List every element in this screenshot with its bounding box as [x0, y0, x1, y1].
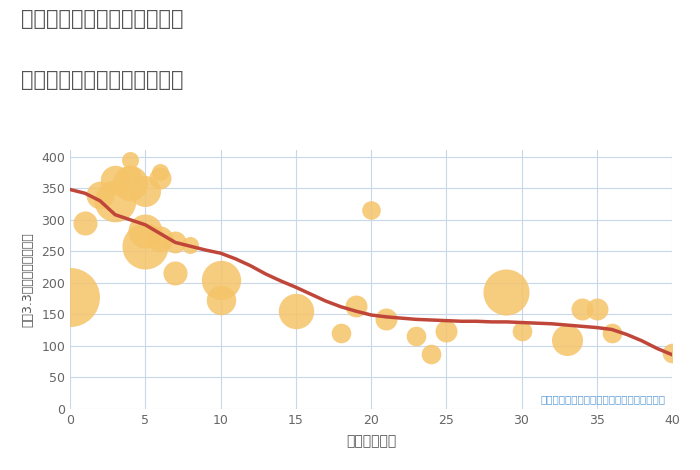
Point	[139, 227, 151, 235]
Point	[155, 235, 166, 243]
Point	[125, 156, 136, 164]
Point	[139, 243, 151, 250]
Point	[109, 197, 121, 204]
Point	[155, 169, 166, 176]
Point	[109, 176, 121, 184]
Point	[501, 288, 512, 295]
Point	[79, 219, 91, 227]
Point	[365, 206, 377, 213]
Point	[381, 315, 392, 322]
Point	[561, 336, 573, 343]
Point	[516, 327, 527, 335]
Point	[591, 306, 602, 313]
Point	[170, 238, 181, 246]
Point	[94, 191, 106, 198]
Point	[441, 327, 452, 335]
Point	[606, 329, 617, 337]
Text: 築年数別中古マンション価格: 築年数別中古マンション価格	[21, 70, 183, 91]
Point	[125, 180, 136, 187]
Point	[215, 297, 226, 304]
Point	[125, 172, 136, 180]
Point	[155, 174, 166, 181]
Point	[139, 188, 151, 195]
Point	[290, 307, 301, 315]
Y-axis label: 坪（3.3㎡）単価（万円）: 坪（3.3㎡）単価（万円）	[21, 232, 34, 327]
Text: 神奈川県横浜市中区本牧ふ頭: 神奈川県横浜市中区本牧ふ頭	[21, 9, 183, 30]
X-axis label: 築年数（年）: 築年数（年）	[346, 434, 396, 448]
Point	[335, 329, 346, 337]
Point	[350, 302, 361, 310]
Point	[576, 305, 587, 313]
Point	[170, 270, 181, 277]
Point	[426, 350, 437, 358]
Point	[185, 241, 196, 249]
Point	[64, 293, 76, 300]
Point	[410, 333, 421, 340]
Point	[215, 276, 226, 283]
Text: 円の大きさは、取引のあった物件面積を示す: 円の大きさは、取引のあった物件面積を示す	[541, 394, 666, 404]
Point	[666, 350, 678, 357]
